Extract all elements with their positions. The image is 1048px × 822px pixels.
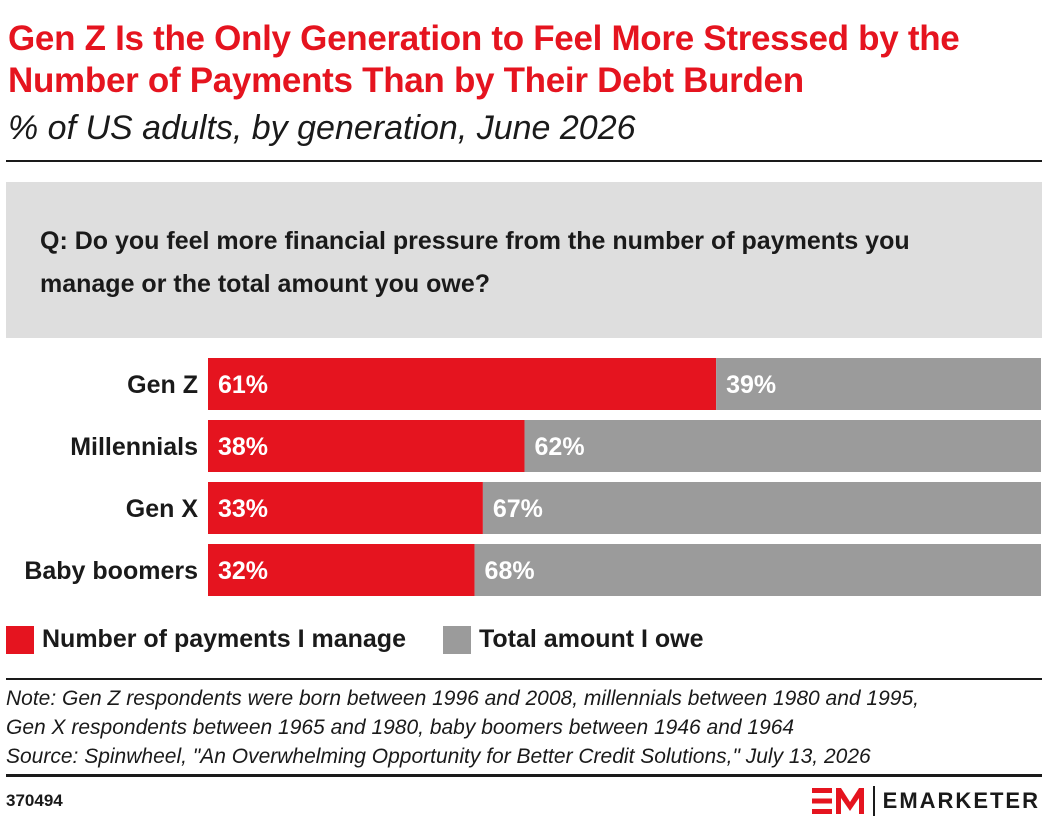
bar-gen-x-series-0 bbox=[208, 482, 483, 534]
category-label-millennials: Millennials bbox=[70, 433, 198, 461]
emarketer-logo-icon bbox=[811, 788, 864, 814]
legend-label-payments: Number of payments I manage bbox=[42, 625, 406, 653]
chart-title: Gen Z Is the Only Generation to Feel Mor… bbox=[8, 19, 960, 100]
bar-gen-z-series-1 bbox=[716, 358, 1041, 410]
bar-millennials-series-0 bbox=[208, 420, 525, 472]
data-label-millennials-series-0: 38% bbox=[218, 433, 268, 461]
bar-baby-boomers-series-1 bbox=[474, 544, 1041, 596]
data-label-gen-x-series-1: 67% bbox=[493, 495, 543, 523]
bar-gen-x-series-1 bbox=[482, 482, 1041, 534]
bar-gen-z-series-0 bbox=[208, 358, 717, 410]
note-line-1: Note: Gen Z respondents were born betwee… bbox=[6, 687, 919, 710]
data-label-baby-boomers-series-0: 32% bbox=[218, 557, 268, 585]
brand-separator bbox=[872, 786, 875, 816]
legend-swatch-total-owed bbox=[443, 625, 471, 654]
chart-subtitle: % of US adults, by generation, June 2026 bbox=[8, 109, 636, 147]
data-label-gen-z-series-0: 61% bbox=[218, 371, 268, 399]
legend-label-total-owed: Total amount I owe bbox=[479, 625, 704, 653]
chart-id: 370494 bbox=[6, 791, 63, 810]
survey-question: Q: Do you feel more financial pressure f… bbox=[40, 227, 910, 298]
data-label-baby-boomers-series-1: 68% bbox=[485, 557, 535, 585]
legend-item-payments: Number of payments I manage bbox=[6, 625, 406, 654]
bottom-divider bbox=[6, 774, 1042, 777]
brand: EMARKETER bbox=[811, 785, 1040, 817]
chart-notes: Note: Gen Z respondents were born betwee… bbox=[6, 684, 1046, 771]
legend-swatch-payments bbox=[6, 625, 34, 654]
source-line: Source: Spinwheel, "An Overwhelming Oppo… bbox=[6, 745, 871, 768]
stacked-bar-chart: Gen Z 61% 39% Millennials 38% 62% Gen X 33% 67% B… bbox=[24, 358, 1041, 596]
brand-name: EMARKETER bbox=[882, 788, 1040, 813]
data-label-millennials-series-1: 62% bbox=[535, 433, 585, 461]
category-label-gen-x: Gen X bbox=[126, 495, 199, 523]
question-box: Q: Do you feel more financial pressure f… bbox=[6, 182, 1042, 338]
top-divider bbox=[6, 160, 1042, 162]
category-label-gen-z: Gen Z bbox=[127, 371, 198, 399]
data-label-gen-x-series-0: 33% bbox=[218, 495, 268, 523]
note-line-2: Gen X respondents between 1965 and 1980,… bbox=[6, 716, 795, 739]
bar-baby-boomers-series-0 bbox=[208, 544, 475, 596]
category-label-baby-boomers: Baby boomers bbox=[24, 557, 198, 585]
bar-millennials-series-1 bbox=[524, 420, 1041, 472]
notes-divider bbox=[6, 678, 1042, 680]
data-label-gen-z-series-1: 39% bbox=[726, 371, 776, 399]
legend-item-total-owed: Total amount I owe bbox=[443, 625, 704, 654]
